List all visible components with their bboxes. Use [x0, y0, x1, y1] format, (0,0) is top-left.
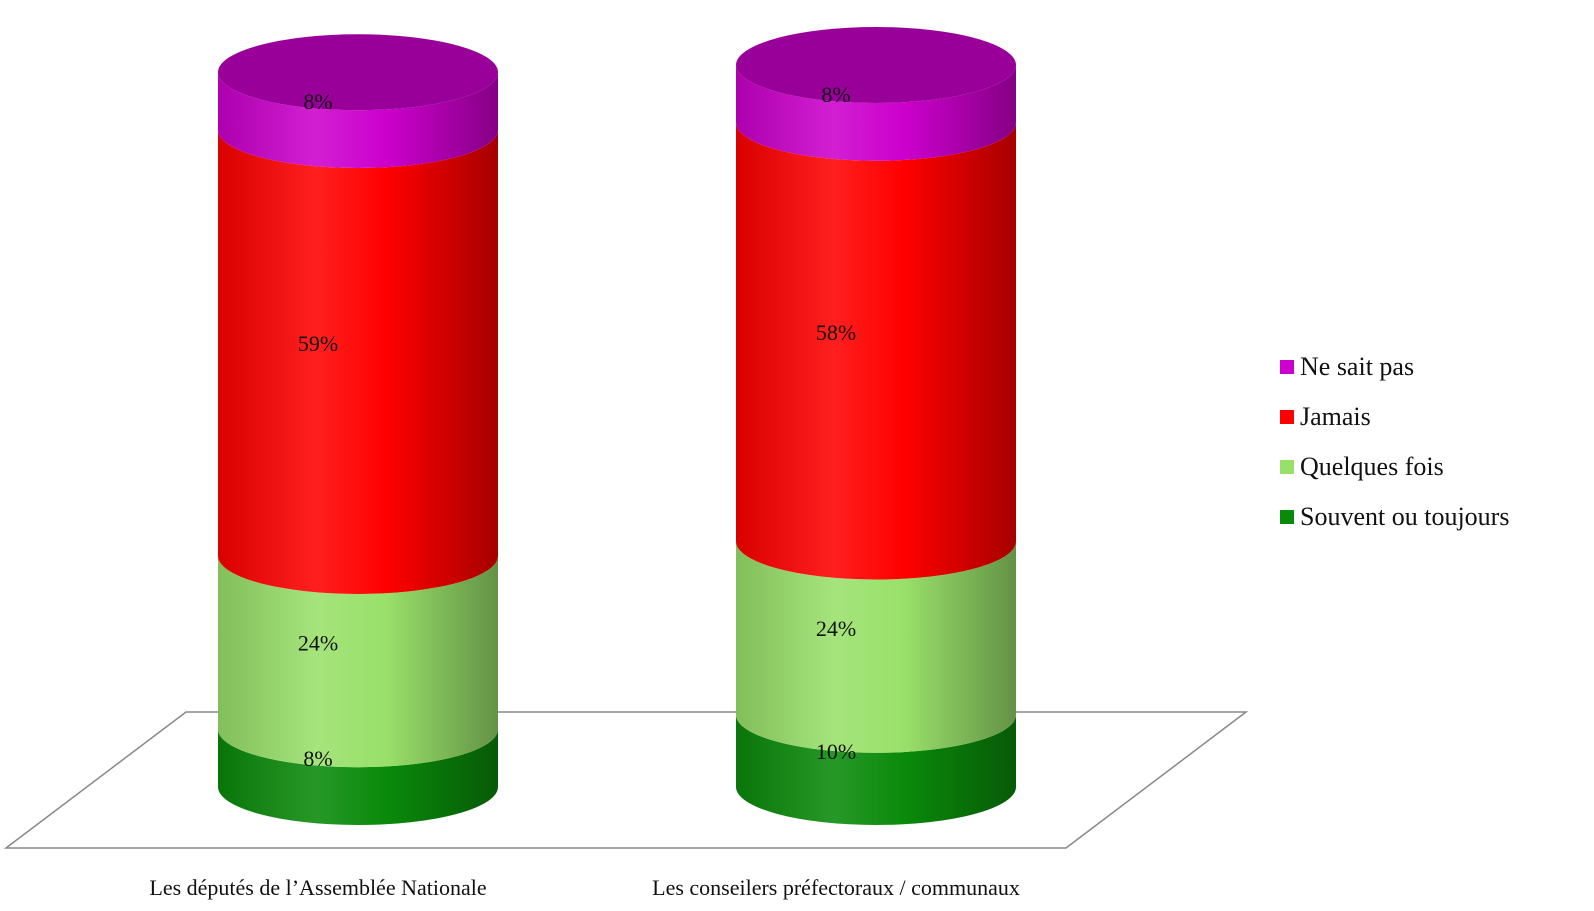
bar-stack-1 — [218, 34, 499, 825]
legend-swatch — [1280, 360, 1294, 374]
chart-floor — [3, 711, 1249, 849]
bar-top-cap-1 — [218, 34, 498, 111]
category-label: Les députés de l’Assemblée Nationale — [149, 875, 486, 900]
bar-stack-2 — [736, 27, 1016, 825]
legend-label: Jamais — [1300, 402, 1371, 431]
data-label: 8% — [821, 82, 850, 107]
legend-item: Ne sait pas — [1280, 342, 1509, 392]
category-label: Les conseilers préfectoraux / communaux — [652, 875, 1020, 900]
legend-item: Souvent ou toujours — [1280, 492, 1509, 542]
legend-label: Ne sait pas — [1300, 352, 1415, 381]
legend-item: Quelques fois — [1280, 442, 1509, 492]
legend-label: Souvent ou toujours — [1300, 502, 1510, 531]
bar-top-cap-2 — [736, 27, 1016, 103]
legend-swatch — [1280, 460, 1294, 474]
data-label: 24% — [298, 631, 338, 656]
legend-item: Jamais — [1280, 392, 1509, 442]
bar-segment-quelques-fois-2 — [736, 541, 1016, 753]
bar-segment-souvent-ou-toujours-1 — [218, 729, 499, 825]
legend-swatch — [1280, 410, 1294, 424]
data-label: 24% — [816, 616, 856, 641]
bar-segment-souvent-ou-toujours-2 — [736, 714, 1016, 825]
category-labels: Les députés de l’Assemblée Nationale Les … — [149, 875, 1019, 900]
bar-segment-jamais-1 — [218, 129, 499, 594]
bar-segment-quelques-fois-1 — [218, 555, 499, 768]
bar-segment-ne-sait-pas-2 — [736, 65, 1016, 161]
labels-layer: 8% 24% 59% 8% 10% 24% 58% 8% — [298, 82, 856, 771]
bar-segment-jamais-2 — [736, 122, 1016, 580]
data-label: 8% — [303, 89, 332, 114]
bars-layer — [218, 27, 1016, 825]
bar-segment-ne-sait-pas-1 — [218, 72, 499, 168]
data-label: 58% — [816, 320, 856, 345]
data-label: 8% — [303, 746, 332, 771]
legend: Ne sait pas Jamais Quelques fois Souvent ou… — [1280, 342, 1509, 542]
legend-label: Quelques fois — [1300, 452, 1444, 481]
data-label: 10% — [816, 739, 856, 764]
legend-swatch — [1280, 510, 1294, 524]
data-label: 59% — [298, 331, 338, 356]
